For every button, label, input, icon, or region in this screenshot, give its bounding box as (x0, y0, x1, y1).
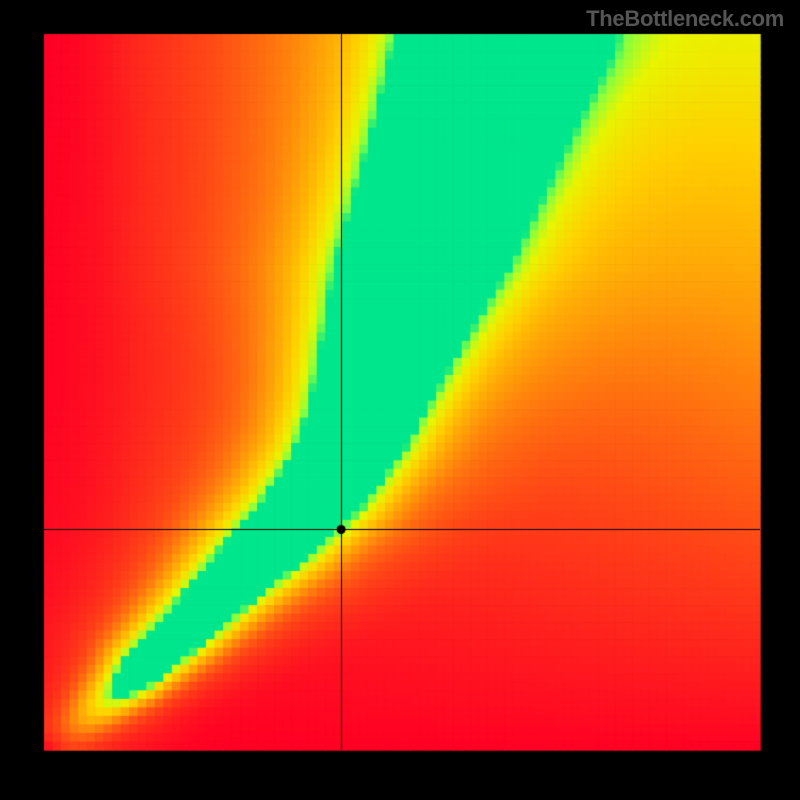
heatmap-canvas (0, 0, 800, 800)
watermark-text: TheBottleneck.com (586, 6, 784, 32)
chart-container: TheBottleneck.com (0, 0, 800, 800)
